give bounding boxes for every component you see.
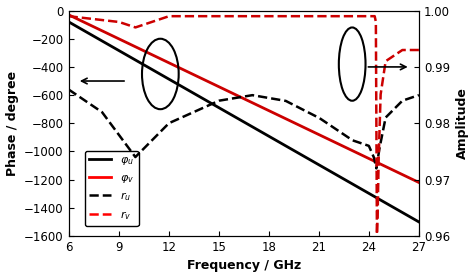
Legend: $\varphi_u$, $\varphi_v$, $r_u$, $r_v$: $\varphi_u$, $\varphi_v$, $r_u$, $r_v$ xyxy=(85,151,139,226)
X-axis label: Frequency / GHz: Frequency / GHz xyxy=(187,259,301,272)
Y-axis label: Phase / degree: Phase / degree xyxy=(6,71,18,176)
Y-axis label: Amplitude: Amplitude xyxy=(456,87,468,159)
